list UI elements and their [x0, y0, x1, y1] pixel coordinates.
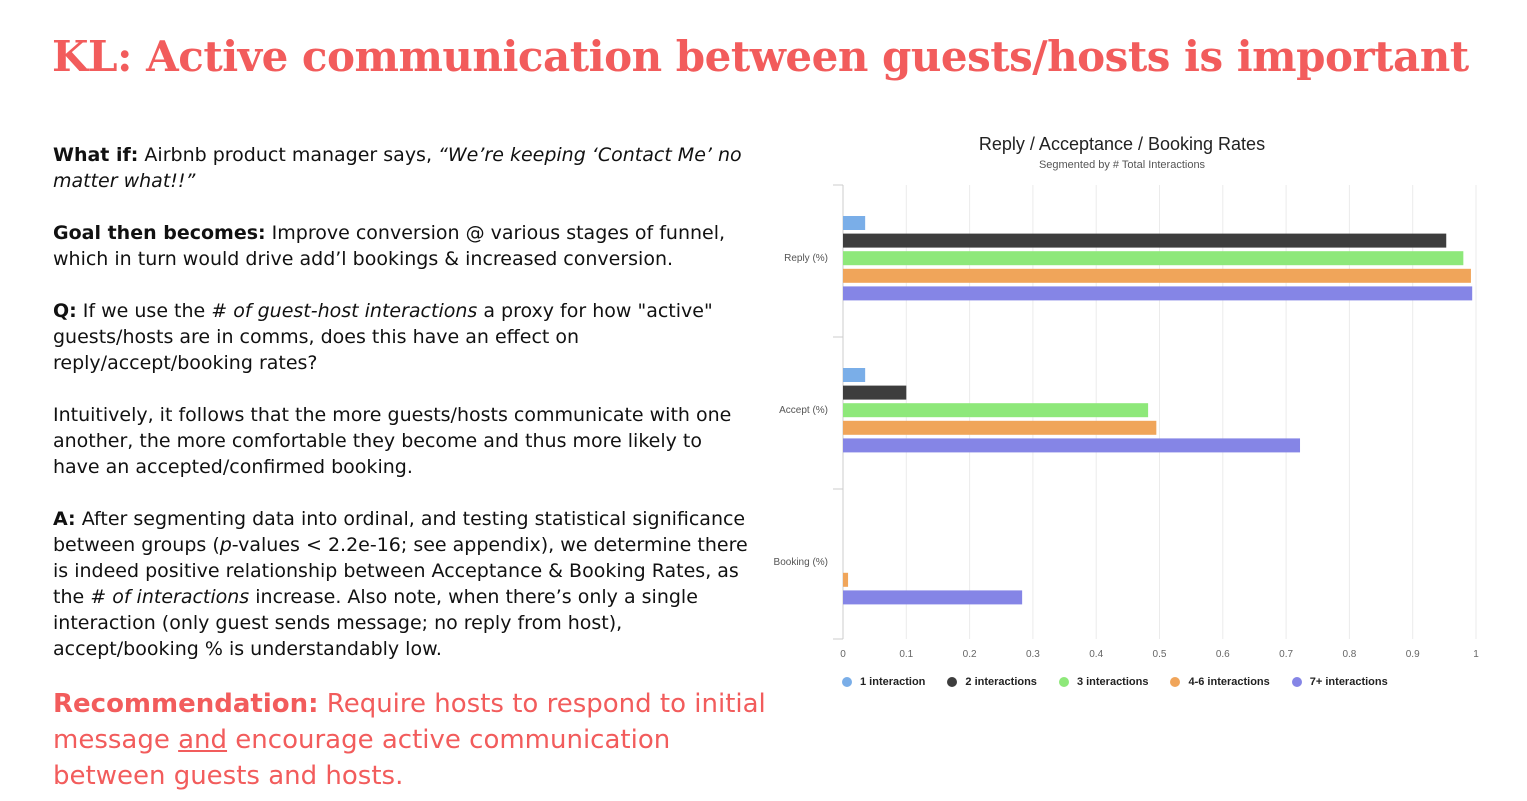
category-label: Booking (%) — [774, 557, 828, 568]
x-tick-label: 0.5 — [1153, 649, 1167, 660]
legend-swatch — [1058, 677, 1069, 687]
recommendation-text-1: Require hosts to respond to initial mess… — [53, 689, 766, 755]
question-italic: # of guest-host interactions — [211, 300, 478, 322]
legend-label: 4-6 interactions — [1188, 676, 1270, 688]
x-tick-label: 0.6 — [1216, 649, 1230, 660]
legend-label: 3 interactions — [1076, 676, 1149, 688]
goal-paragraph: Goal then becomes: Improve conversion @ … — [53, 220, 753, 272]
bar — [843, 268, 1471, 283]
what-if-paragraph: What if: Airbnb product manager says, “W… — [53, 142, 753, 194]
recommendation: Recommendation: Require hosts to respond… — [53, 686, 773, 794]
x-tick-label: 0.8 — [1342, 649, 1356, 660]
x-tick-label: 0 — [840, 649, 846, 660]
category-label: Accept (%) — [779, 405, 828, 416]
answer-paragraph: A: After segmenting data into ordinal, a… — [53, 506, 753, 662]
legend-label: 7+ interactions — [1309, 676, 1388, 688]
legend-item: 7+ interactions — [1291, 676, 1388, 688]
chart-title: Reply / Acceptance / Booking Rates — [978, 134, 1266, 154]
legend-item: 1 interaction — [842, 676, 925, 688]
bar — [843, 251, 1464, 266]
question-text-after: a proxy for how "active" guests/hosts ar… — [53, 300, 713, 374]
legend-swatch — [842, 677, 852, 687]
legend-swatch — [947, 677, 958, 687]
what-if-quote: “We’re keeping ‘Contact Me’ no matter wh… — [53, 144, 742, 192]
legend-item: 4-6 interactions — [1170, 676, 1270, 688]
question-label: Q: — [53, 300, 77, 322]
answer-text-1: After segmenting data into ordinal, and … — [53, 508, 746, 556]
intuition-paragraph: Intuitively, it follows that the more gu… — [53, 404, 732, 478]
x-tick-label: 0.3 — [1026, 649, 1040, 660]
legend-swatch — [1170, 677, 1181, 687]
legend-item: 2 interactions — [947, 676, 1037, 688]
bar — [843, 420, 1157, 435]
chart-legend: 1 interaction 2 interactions 3 interaction… — [842, 676, 1410, 688]
x-tick-label: 1 — [1473, 649, 1479, 660]
bar — [843, 368, 866, 382]
x-tick-label: 0.9 — [1406, 649, 1420, 660]
slide-title: KL: Active communication between guests/… — [52, 32, 1469, 81]
answer-text-3: increase. Also note, when there’s only a… — [53, 586, 698, 660]
x-tick-label: 0.7 — [1279, 649, 1293, 660]
answer-italic: # of interactions — [90, 586, 250, 608]
bar — [843, 286, 1473, 301]
recommendation-underlined: and — [178, 725, 228, 755]
legend-item: 3 interactions — [1058, 676, 1149, 688]
bar — [843, 233, 1447, 248]
x-tick-label: 0.2 — [963, 649, 977, 660]
x-tick-label: 0.4 — [1089, 649, 1103, 660]
goal-label: Goal then becomes: — [53, 222, 266, 244]
chart-subtitle: Segmented by # Total Interactions — [1038, 159, 1206, 171]
what-if-text: Airbnb product manager says, — [138, 144, 439, 166]
question-paragraph: Q: If we use the # of guest-host interac… — [53, 298, 753, 376]
bar — [843, 403, 1149, 418]
answer-label: A: — [53, 508, 76, 530]
answer-text-2: -values < 2.2e-16; see appendix), we det… — [53, 534, 748, 608]
legend-label: 1 interaction — [860, 676, 926, 688]
question-text-before: If we use the — [76, 300, 212, 322]
answer-p-italic: p — [219, 534, 232, 556]
bar — [843, 590, 1023, 605]
recommendation-label: Recommendation: — [53, 689, 319, 719]
x-tick-label: 0.1 — [899, 649, 913, 660]
bar — [843, 216, 866, 230]
recommendation-text-2: encourage active communication between g… — [53, 725, 671, 791]
goal-text: Improve conversion @ various stages of f… — [53, 222, 726, 270]
category-label: Reply (%) — [784, 253, 828, 264]
bar — [843, 572, 849, 587]
legend-swatch — [1291, 677, 1302, 687]
slide-body: What if: Airbnb product manager says, “W… — [53, 142, 753, 688]
bar — [843, 438, 1301, 453]
what-if-label: What if: — [53, 144, 139, 166]
bar — [843, 385, 907, 400]
legend-label: 2 interactions — [965, 676, 1037, 688]
